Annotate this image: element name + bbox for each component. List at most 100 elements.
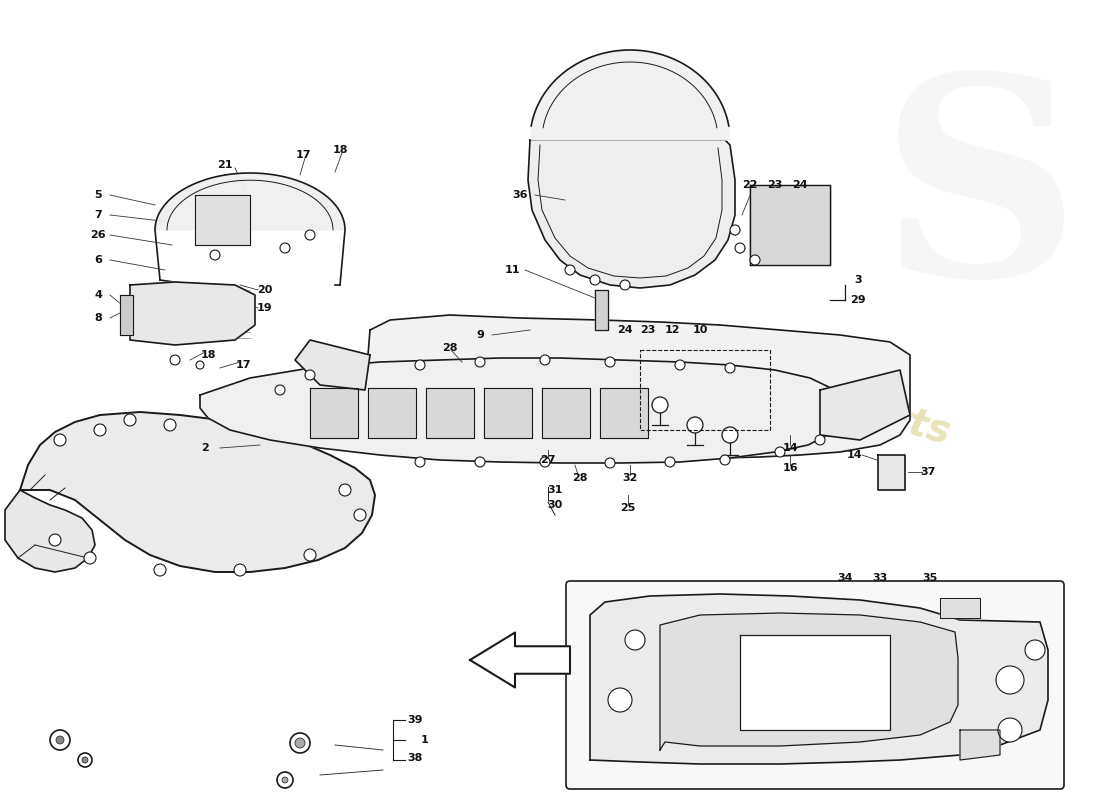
Circle shape — [164, 419, 176, 431]
Text: 6: 6 — [95, 255, 102, 265]
Text: 32: 32 — [623, 473, 638, 483]
Circle shape — [210, 250, 220, 260]
Text: 22: 22 — [742, 180, 758, 190]
Text: 12: 12 — [664, 325, 680, 335]
Circle shape — [750, 255, 760, 265]
Text: 26: 26 — [90, 230, 106, 240]
Text: 17: 17 — [295, 150, 310, 160]
Circle shape — [339, 484, 351, 496]
Circle shape — [295, 738, 305, 748]
Polygon shape — [195, 195, 250, 245]
Polygon shape — [310, 388, 358, 438]
Text: 25: 25 — [620, 503, 636, 513]
Circle shape — [84, 552, 96, 564]
Text: 1: 1 — [421, 735, 429, 745]
Text: 2: 2 — [201, 443, 209, 453]
Circle shape — [730, 225, 740, 235]
Circle shape — [605, 357, 615, 367]
Circle shape — [725, 363, 735, 373]
Text: 4: 4 — [95, 290, 102, 300]
Text: 24: 24 — [792, 180, 807, 190]
Polygon shape — [6, 490, 95, 572]
Circle shape — [996, 666, 1024, 694]
Text: 19: 19 — [257, 303, 273, 313]
Circle shape — [50, 730, 70, 750]
Circle shape — [620, 280, 630, 290]
Circle shape — [54, 434, 66, 446]
Circle shape — [720, 455, 730, 465]
Polygon shape — [155, 173, 345, 230]
Polygon shape — [820, 370, 910, 440]
Text: 7: 7 — [95, 210, 102, 220]
Text: 21: 21 — [218, 160, 233, 170]
Polygon shape — [130, 282, 255, 345]
Circle shape — [196, 361, 204, 369]
Polygon shape — [470, 633, 570, 687]
Circle shape — [415, 360, 425, 370]
Circle shape — [475, 457, 485, 467]
Text: 20: 20 — [257, 285, 273, 295]
Text: 23: 23 — [640, 325, 656, 335]
Text: 28: 28 — [572, 473, 587, 483]
Polygon shape — [20, 412, 375, 572]
Circle shape — [354, 509, 366, 521]
Circle shape — [234, 564, 246, 576]
Circle shape — [277, 772, 293, 788]
Text: 23: 23 — [768, 180, 783, 190]
Circle shape — [625, 630, 645, 650]
Polygon shape — [590, 594, 1048, 764]
Circle shape — [50, 534, 60, 546]
Polygon shape — [426, 388, 474, 438]
Text: 39: 39 — [407, 715, 422, 725]
Text: 38: 38 — [407, 753, 422, 763]
Circle shape — [1025, 640, 1045, 660]
Circle shape — [304, 549, 316, 561]
Circle shape — [666, 457, 675, 467]
Polygon shape — [600, 388, 648, 438]
Circle shape — [56, 736, 64, 744]
Circle shape — [305, 230, 315, 240]
Text: 29: 29 — [850, 295, 866, 305]
Circle shape — [94, 424, 106, 436]
Polygon shape — [740, 635, 890, 730]
Text: 24: 24 — [617, 325, 632, 335]
Circle shape — [415, 457, 425, 467]
Circle shape — [154, 564, 166, 576]
Polygon shape — [660, 613, 958, 750]
Circle shape — [290, 733, 310, 753]
Text: a passion for parts: a passion for parts — [546, 308, 954, 452]
Text: 16: 16 — [782, 463, 797, 473]
Circle shape — [124, 414, 136, 426]
Circle shape — [280, 243, 290, 253]
Text: 14: 14 — [782, 443, 797, 453]
Text: 9: 9 — [476, 330, 484, 340]
Text: 28: 28 — [442, 343, 458, 353]
Circle shape — [565, 265, 575, 275]
Text: 33: 33 — [872, 573, 888, 583]
Text: 18: 18 — [200, 350, 216, 360]
Polygon shape — [358, 315, 910, 458]
Text: 14: 14 — [847, 450, 862, 460]
Circle shape — [170, 355, 180, 365]
Text: 17: 17 — [235, 360, 251, 370]
Text: 3: 3 — [855, 275, 861, 285]
Text: 8: 8 — [95, 313, 102, 323]
Text: 36: 36 — [513, 190, 528, 200]
Polygon shape — [368, 388, 416, 438]
FancyBboxPatch shape — [566, 581, 1064, 789]
Polygon shape — [595, 290, 608, 330]
Circle shape — [776, 447, 785, 457]
Text: 5: 5 — [95, 190, 102, 200]
Polygon shape — [960, 730, 1000, 760]
Circle shape — [82, 757, 88, 763]
Circle shape — [475, 357, 485, 367]
Circle shape — [605, 458, 615, 468]
Circle shape — [540, 355, 550, 365]
Polygon shape — [528, 140, 735, 288]
Circle shape — [590, 275, 600, 285]
Polygon shape — [750, 185, 830, 265]
Circle shape — [608, 688, 632, 712]
Circle shape — [735, 243, 745, 253]
Polygon shape — [542, 388, 590, 438]
Text: 30: 30 — [548, 500, 562, 510]
